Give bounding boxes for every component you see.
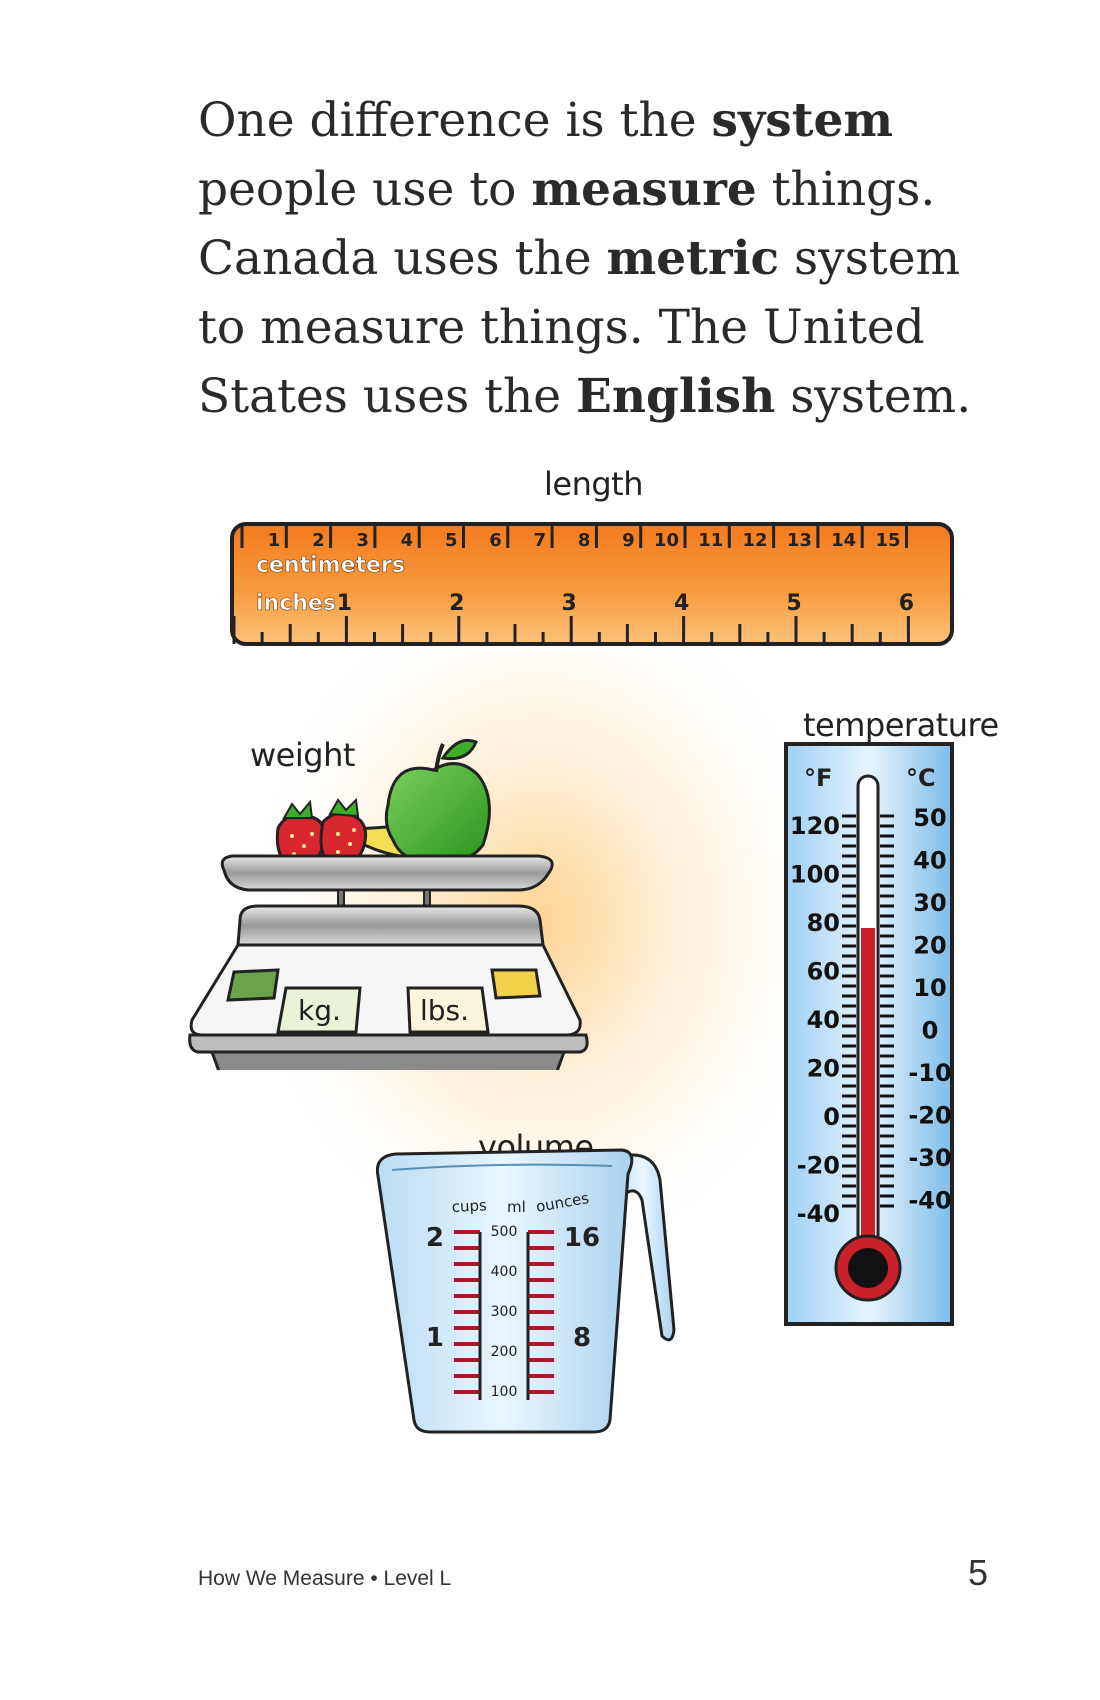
thermometer-c-marks: 50 40 30 20 10 0 -10 -20 -30 -40: [908, 804, 951, 1215]
thermometer-f-number: 60: [807, 958, 840, 986]
scale-lbs-label: lbs.: [420, 994, 469, 1027]
thermometer-f-unit: °F: [804, 764, 832, 792]
ruler-centimeters-label: centimeters: [256, 553, 405, 578]
ruler-cm-number: 14: [831, 530, 856, 551]
ruler-inch-ticks: 1 2 3 4 5 6: [232, 591, 914, 644]
cup-ml-label: ml: [507, 1198, 526, 1216]
cup-ml-number: 200: [491, 1344, 518, 1360]
thermometer-f-number: 20: [807, 1055, 840, 1083]
cup-cups-label: cups: [451, 1196, 487, 1216]
thermometer-c-number: 0: [922, 1017, 939, 1045]
cup-cups-number: 1: [426, 1323, 444, 1353]
ruler-inch-number: 3: [562, 591, 577, 616]
cup-ml-number: 400: [491, 1264, 518, 1280]
cup-ml-number: 100: [491, 1384, 518, 1400]
cup-cups-number: 2: [426, 1223, 444, 1253]
thermometer-ticks: [842, 814, 894, 1208]
kitchen-scale-illustration: kg. lbs.: [188, 738, 589, 1070]
thermometer-f-number: 80: [807, 909, 840, 937]
ruler-cm-number: 6: [489, 530, 502, 551]
cup-ml-number: 500: [491, 1224, 518, 1240]
thermometer-c-number: 40: [913, 847, 946, 875]
thermometer-f-number: 100: [790, 861, 840, 889]
ruler-cm-number: 15: [875, 530, 900, 551]
thermometer-f-marks: 120 100 80 60 40 20 0 -20 -40: [790, 812, 840, 1228]
scale-kg-label: kg.: [298, 994, 341, 1027]
cup-ml-number: 300: [491, 1304, 518, 1320]
ruler-cm-number: 9: [622, 530, 635, 551]
thermometer-c-number: 10: [913, 974, 946, 1002]
thermometer-c-number: 20: [913, 932, 946, 960]
thermometer-f-number: 40: [807, 1006, 840, 1034]
bold-term-measure: measure: [531, 162, 757, 217]
cup-ounces-marks: 16 8: [564, 1223, 600, 1353]
label-temperature: temperature: [803, 706, 999, 744]
ruler-cm-number: 4: [401, 530, 414, 551]
ruler-cm-number: 13: [787, 530, 812, 551]
label-weight: weight: [250, 736, 355, 774]
cup-ounces-number: 16: [564, 1223, 600, 1253]
ruler-cm-number: 12: [743, 530, 768, 551]
thermometer-c-number: -30: [908, 1144, 951, 1172]
thermometer-c-number: 50: [913, 804, 946, 832]
ruler-cm-number: 11: [698, 530, 723, 551]
thermometer-c-number: -20: [908, 1102, 951, 1130]
ruler-cm-number: 1: [268, 530, 281, 551]
scale-button-right: [490, 968, 542, 1000]
thermometer-f-number: -20: [797, 1152, 840, 1180]
cup-handle: [610, 1153, 676, 1342]
bold-term-system: system: [711, 93, 894, 148]
cup-ml-marks: 500 400 300 200 100: [491, 1224, 518, 1400]
apple-icon: [384, 738, 491, 863]
cup-ounces-number: 8: [573, 1323, 591, 1353]
thermometer-f-number: 120: [790, 812, 840, 840]
thermometer-mercury: [861, 928, 875, 1248]
bold-term-english: English: [576, 369, 776, 424]
cup-ticks: [454, 1230, 554, 1400]
ruler-inch-number: 5: [786, 591, 801, 616]
ruler-cm-number: 3: [356, 530, 369, 551]
scale-lbs-display: [406, 986, 490, 1034]
thermometer-c-number: 30: [913, 889, 946, 917]
thermometer-f-number: 0: [823, 1103, 840, 1131]
cup-cups-marks: 21: [426, 1223, 444, 1353]
scale-kg-display: [276, 986, 362, 1034]
bold-term-metric: metric: [606, 231, 780, 286]
cup-body: [375, 1148, 634, 1434]
ruler-inch-number: 2: [449, 591, 464, 616]
ruler-inches-label: inches: [256, 591, 336, 616]
thermometer-c-number: -40: [908, 1187, 951, 1215]
ruler-cm-number: 5: [445, 530, 458, 551]
ruler-inch-number: 1: [337, 591, 352, 616]
thermometer-f-number: -40: [797, 1200, 840, 1228]
ruler-inch-number: 6: [899, 591, 914, 616]
ruler-inch-number: 4: [674, 591, 689, 616]
ruler-cm-ticks: 1 2 3 4 5 6 7 8 9 10 11 12 13 14 15: [240, 526, 908, 551]
body-paragraph: One difference is the system people use …: [198, 93, 972, 424]
page-number: 5: [968, 1552, 989, 1593]
footer-book-title: How We Measure • Level L: [198, 1567, 452, 1590]
thermometer-c-unit: °C: [906, 764, 936, 792]
scale-button-left: [226, 968, 280, 1002]
ruler-cm-number: 7: [534, 530, 547, 551]
thermometer-c-number: -10: [908, 1059, 951, 1087]
label-length: length: [544, 465, 644, 503]
ruler-cm-number: 8: [578, 530, 591, 551]
ruler-cm-number: 10: [654, 530, 679, 551]
ruler-cm-number: 2: [312, 530, 325, 551]
